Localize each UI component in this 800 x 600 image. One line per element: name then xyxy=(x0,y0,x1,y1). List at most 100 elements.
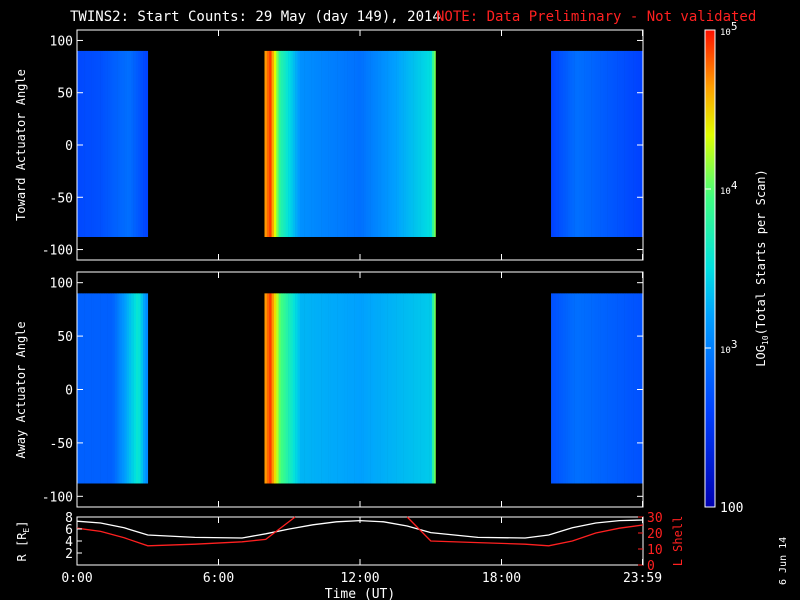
heatmap-cell xyxy=(143,293,146,484)
heatmap-cell xyxy=(403,293,407,484)
heatmap-cell xyxy=(347,293,350,484)
x-tick-label: 0:00 xyxy=(61,571,92,586)
heatmap-cell xyxy=(143,50,146,238)
toward-panel: 100 50 0 -50 -100 Toward Actuator Angle xyxy=(14,29,644,261)
heatmap-cell xyxy=(128,50,132,238)
heatmap-cell xyxy=(403,50,407,238)
heatmap-cell xyxy=(612,293,615,484)
heatmap-cell xyxy=(306,293,310,484)
heatmap-cell xyxy=(292,50,296,238)
heatmap-cell xyxy=(271,293,275,484)
heatmap-cell xyxy=(86,293,90,484)
heatmap-cell xyxy=(588,50,592,238)
heatmap-cell xyxy=(112,50,116,238)
x-tick-label: 18:00 xyxy=(482,571,521,586)
heatmap-cell xyxy=(389,50,393,238)
heatmap-cell xyxy=(567,50,571,238)
heatmap-cell xyxy=(631,293,634,484)
heatmap-cell xyxy=(318,293,322,484)
heatmap-cell xyxy=(337,293,341,484)
heatmap-cell xyxy=(605,50,608,238)
y-tick-label: 0 xyxy=(65,384,73,399)
heatmap-cell xyxy=(424,293,428,484)
heatmap-cell xyxy=(102,293,106,484)
heatmap-cell xyxy=(309,293,312,484)
heatmap-cell xyxy=(410,50,414,238)
heatmap-cell xyxy=(288,293,291,484)
heatmap-cell xyxy=(133,293,137,484)
heatmap-cell xyxy=(586,293,590,484)
heatmap-cell xyxy=(304,50,308,238)
heatmap-cell xyxy=(591,293,594,484)
heatmap-cell xyxy=(342,293,345,484)
away-ylabel: Away Actuator Angle xyxy=(14,321,28,458)
heatmap-cell xyxy=(612,50,615,238)
heatmap-cell xyxy=(100,293,104,484)
heatmap-cell xyxy=(304,293,308,484)
heatmap-cell xyxy=(318,50,322,238)
heatmap-cell xyxy=(576,50,580,238)
l-shell-line xyxy=(76,516,644,547)
heatmap-cell xyxy=(138,293,141,484)
heatmap-cell xyxy=(368,293,371,484)
heatmap-cell xyxy=(325,293,329,484)
orbit-ylabel-right: L Shell xyxy=(671,516,685,567)
heatmap-cell xyxy=(133,50,137,238)
heatmap-cell xyxy=(356,293,360,484)
heatmap-cell xyxy=(593,50,597,238)
heatmap-cell xyxy=(285,293,289,484)
heatmap-cell xyxy=(558,293,561,484)
heatmap-cell xyxy=(584,50,587,238)
heatmap-cell xyxy=(422,50,426,238)
heatmap-cell xyxy=(81,50,85,238)
heatmap-cell xyxy=(384,50,388,238)
heatmap-cell xyxy=(126,293,130,484)
heatmap-cell xyxy=(581,50,585,238)
heatmap-cell xyxy=(84,293,87,484)
heatmap-cell xyxy=(311,50,315,238)
heatmap-cell xyxy=(107,293,111,484)
heatmap-cell xyxy=(81,293,85,484)
heatmap-cell xyxy=(562,50,566,238)
heatmap-cell xyxy=(79,293,83,484)
heatmap-cell xyxy=(569,293,573,484)
heatmap-cell xyxy=(396,293,400,484)
heatmap-cell xyxy=(325,50,329,238)
heatmap-cell xyxy=(598,293,601,484)
heatmap-cell xyxy=(624,293,627,484)
heatmap-cell xyxy=(375,293,378,484)
heatmap-cell xyxy=(621,293,625,484)
heatmap-cell xyxy=(555,293,559,484)
heatmap-cell xyxy=(354,293,357,484)
heatmap-cell xyxy=(387,293,390,484)
heatmap-cell xyxy=(98,50,101,238)
colorbar-label: LOG10(Total Starts per Scan) xyxy=(754,169,770,367)
heatmap-cell xyxy=(105,50,108,238)
heatmap-cell xyxy=(368,50,371,238)
heatmap-cell xyxy=(297,50,301,238)
heatmap-cell xyxy=(593,293,597,484)
heatmap-cell xyxy=(86,50,90,238)
heatmap-cell xyxy=(361,293,364,484)
heatmap-cell xyxy=(363,50,367,238)
heatmap-cell xyxy=(84,50,87,238)
heatmap-cell xyxy=(335,293,338,484)
colorbar-tick-label: 100 xyxy=(720,501,743,516)
heatmap-cell xyxy=(302,293,305,484)
heatmap-cell xyxy=(344,50,348,238)
heatmap-cell xyxy=(398,50,402,238)
heatmap-cell xyxy=(617,293,620,484)
y-tick-label-right: 0 xyxy=(647,559,655,574)
heatmap-cell xyxy=(569,50,573,238)
heatmap-cell xyxy=(417,50,421,238)
heatmap-cell xyxy=(295,293,298,484)
heatmap-cell xyxy=(401,293,404,484)
heatmap-cell xyxy=(401,50,404,238)
heatmap-cell xyxy=(635,293,639,484)
heatmap-cell xyxy=(372,293,376,484)
heatmap-cell xyxy=(614,293,618,484)
heatmap-cell xyxy=(323,293,327,484)
heatmap-cell xyxy=(562,293,566,484)
heatmap-cell xyxy=(591,50,594,238)
